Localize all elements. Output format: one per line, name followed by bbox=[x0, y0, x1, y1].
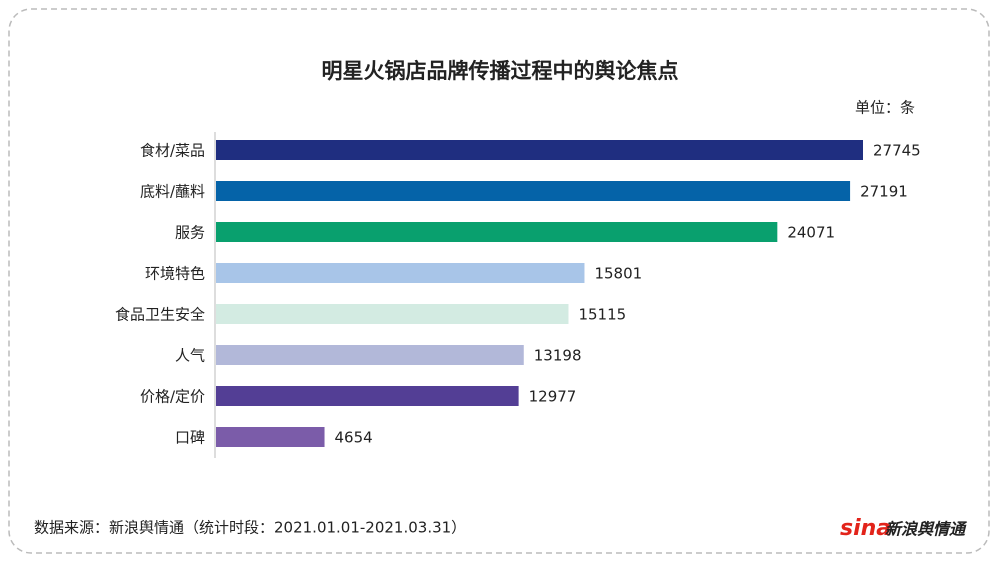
value-label: 12977 bbox=[529, 388, 577, 406]
source-note: 数据来源：新浪舆情通（统计时段：2021.01.01-2021.03.31） bbox=[34, 519, 466, 537]
value-label: 15115 bbox=[578, 306, 626, 324]
y-tick-label: 口碑 bbox=[175, 429, 205, 447]
y-tick-label: 价格/定价 bbox=[140, 388, 205, 406]
value-label: 4654 bbox=[335, 429, 373, 447]
value-label: 27191 bbox=[860, 183, 908, 201]
value-label: 15801 bbox=[594, 265, 642, 283]
bar bbox=[216, 427, 325, 447]
bar bbox=[216, 386, 519, 406]
y-tick-label: 人气 bbox=[175, 347, 205, 365]
y-tick-label: 食品卫生安全 bbox=[115, 306, 205, 324]
chart-title: 明星火锅店品牌传播过程中的舆论焦点 bbox=[322, 59, 679, 83]
y-tick-label: 服务 bbox=[175, 224, 205, 242]
y-tick-label: 底料/蘸料 bbox=[140, 183, 205, 201]
value-label: 13198 bbox=[534, 347, 582, 365]
bar bbox=[216, 345, 524, 365]
value-label: 27745 bbox=[873, 142, 921, 160]
unit-label: 单位：条 bbox=[855, 99, 915, 117]
bar bbox=[216, 263, 585, 283]
bar bbox=[216, 140, 863, 160]
value-label: 24071 bbox=[787, 224, 835, 242]
bar bbox=[216, 304, 569, 324]
logo-text: 新浪舆情通 bbox=[885, 520, 968, 539]
y-tick-label: 环境特色 bbox=[145, 265, 205, 283]
bar bbox=[216, 181, 851, 201]
logo-mark: sina bbox=[840, 516, 891, 541]
y-tick-label: 食材/菜品 bbox=[140, 142, 205, 160]
bar bbox=[216, 222, 778, 242]
